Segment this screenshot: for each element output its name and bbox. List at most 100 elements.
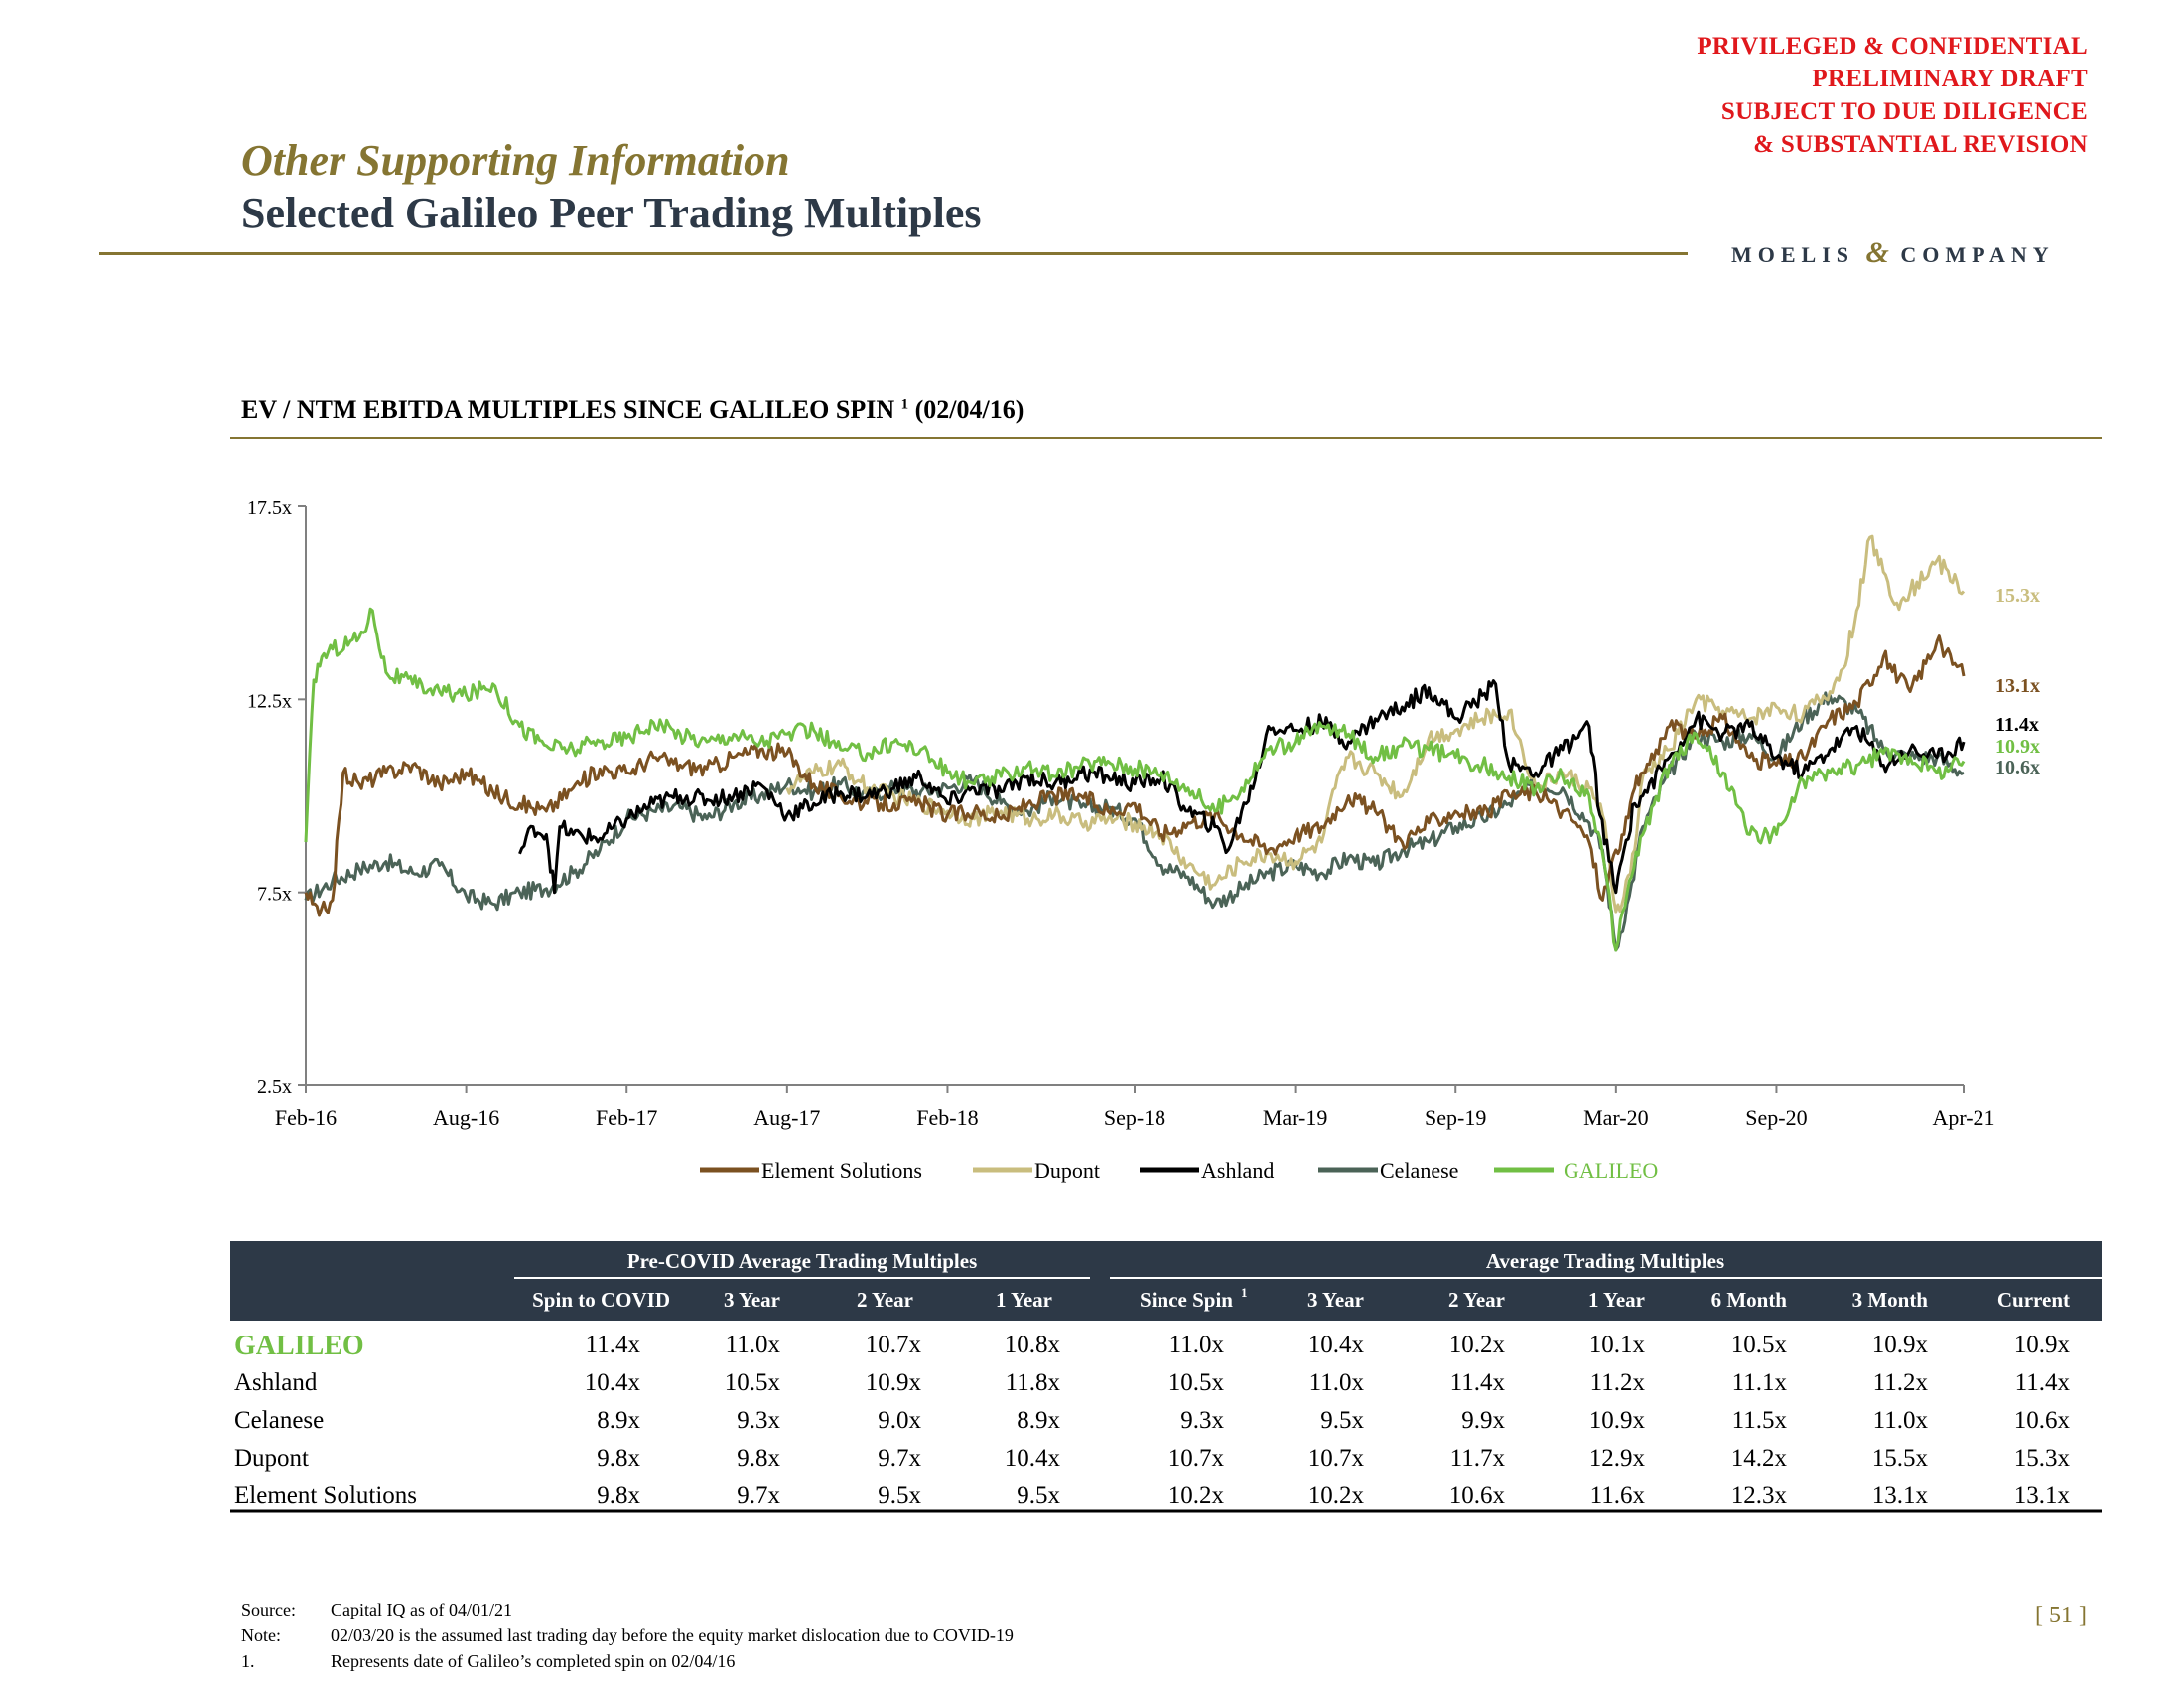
chart-title-suffix: (02/04/16) — [914, 395, 1024, 424]
row-label: Element Solutions — [234, 1482, 417, 1509]
note-text: 02/03/20 is the assumed last trading day… — [331, 1625, 1014, 1645]
legend-label: Dupont — [1034, 1158, 1100, 1183]
table-cell: 11.4x — [2015, 1369, 2071, 1396]
table-cell: 10.1x — [1589, 1332, 1646, 1358]
table-cell: 9.0x — [878, 1407, 921, 1434]
column-header: 2 Year — [1448, 1288, 1505, 1312]
table-cell: 10.2x — [1308, 1482, 1365, 1509]
column-header: Current — [1997, 1288, 2070, 1312]
confidentiality-notice: PRIVILEGED & CONFIDENTIAL PRELIMINARY DR… — [1697, 30, 2088, 161]
table-header-band — [230, 1241, 2102, 1321]
legend-label: Element Solutions — [761, 1158, 922, 1183]
table-cell: 10.9x — [866, 1369, 922, 1396]
confidential-line: PRELIMINARY DRAFT — [1812, 66, 2088, 92]
x-tick-label: Apr-21 — [1932, 1105, 1994, 1130]
column-header: 1 Year — [996, 1288, 1052, 1312]
table-cell: 13.1x — [1872, 1482, 1929, 1509]
source-text: Capital IQ as of 04/01/21 — [331, 1600, 512, 1619]
table-cell: 11.7x — [1450, 1445, 1506, 1472]
table-cell: 10.6x — [2014, 1407, 2071, 1434]
table-cell: 9.8x — [597, 1482, 640, 1509]
table-cell: 12.3x — [1731, 1482, 1788, 1509]
table-cell: 10.2x — [1168, 1482, 1225, 1509]
row-label: GALILEO — [234, 1331, 364, 1361]
table-cell: 10.7x — [866, 1332, 922, 1358]
table-cell: 14.2x — [1731, 1445, 1788, 1472]
logo-text-right: COMPANY — [1900, 242, 2055, 267]
column-header: Since Spin — [1140, 1288, 1233, 1312]
x-tick-label: Mar-20 — [1583, 1105, 1649, 1130]
y-tick-label: 17.5x — [247, 497, 292, 519]
table-cell: 9.5x — [1017, 1482, 1060, 1509]
end-value-label: 15.3x — [1995, 585, 2040, 607]
table-cell: 12.9x — [1589, 1445, 1646, 1472]
column-header: Spin to COVID — [532, 1288, 670, 1312]
table-cell: 11.2x — [1590, 1369, 1646, 1396]
chart-title-text: EV / NTM EBITDA MULTIPLES SINCE GALILEO … — [241, 395, 895, 424]
table-cell: 10.6x — [1449, 1482, 1506, 1509]
column-header: 6 Month — [1711, 1288, 1788, 1312]
table-cell: 10.4x — [585, 1369, 641, 1396]
x-tick-label: Mar-19 — [1263, 1105, 1328, 1130]
multiples-line-chart: 2.5x 7.5x 12.5x 17.5x Feb-16 Aug-16 Feb-17 Aug-… — [247, 497, 2040, 1183]
table-cell: 11.0x — [1309, 1369, 1365, 1396]
confidential-line: PRIVILEGED & CONFIDENTIAL — [1697, 33, 2088, 60]
x-tick-label: Sep-18 — [1104, 1105, 1165, 1130]
table-cell: 11.4x — [586, 1332, 641, 1358]
table-cell: 10.5x — [1731, 1332, 1788, 1358]
table-cell: 9.8x — [597, 1445, 640, 1472]
table-cell: 10.5x — [1168, 1369, 1225, 1396]
table-cell: 10.9x — [1872, 1332, 1929, 1358]
chart-title-rule — [230, 437, 2102, 439]
end-value-label: 10.6x — [1995, 757, 2040, 778]
table-cell: 9.3x — [737, 1407, 780, 1434]
x-tick-label: Sep-19 — [1425, 1105, 1486, 1130]
y-tick-label: 2.5x — [257, 1076, 292, 1098]
legend-label: GALILEO — [1564, 1158, 1658, 1183]
table-cell: 10.4x — [1308, 1332, 1365, 1358]
series-line-ashland — [518, 679, 1966, 895]
table-cell: 11.1x — [1732, 1369, 1788, 1396]
footnotes: Source: Capital IQ as of 04/01/21 Note: 02… — [241, 1597, 1014, 1674]
table-cell: 10.7x — [1308, 1445, 1365, 1472]
legend-label: Celanese — [1380, 1158, 1458, 1183]
row-label: Celanese — [234, 1407, 324, 1434]
since-spin-footnote: 1 — [1241, 1285, 1248, 1300]
source-label: Source: — [241, 1600, 296, 1619]
confidential-line: & SUBSTANTIAL REVISION — [1753, 131, 2088, 158]
table-cell: 11.2x — [1873, 1369, 1929, 1396]
table-cell: 11.0x — [1873, 1407, 1929, 1434]
confidential-line: SUBJECT TO DUE DILIGENCE — [1720, 98, 2088, 125]
group-header-average: Average Trading Multiples — [1486, 1249, 1724, 1273]
table-cell: 10.8x — [1005, 1332, 1061, 1358]
table-cell: 9.7x — [737, 1482, 780, 1509]
x-tick-label: Aug-16 — [433, 1105, 499, 1130]
series-line-galileo — [304, 607, 1966, 952]
table-cell: 11.4x — [1450, 1369, 1506, 1396]
table-cell: 10.5x — [725, 1369, 781, 1396]
x-tick-label: Feb-18 — [916, 1105, 978, 1130]
table-cell: 11.0x — [1169, 1332, 1225, 1358]
x-tick-label: Feb-16 — [275, 1105, 337, 1130]
column-header: 3 Year — [724, 1288, 780, 1312]
logo-text-left: MOELIS — [1731, 242, 1855, 267]
table-cell: 10.4x — [1005, 1445, 1061, 1472]
table-cell: 11.5x — [1732, 1407, 1788, 1434]
table-cell: 10.7x — [1168, 1445, 1225, 1472]
table-cell: 10.9x — [1589, 1407, 1646, 1434]
end-value-label: 10.9x — [1995, 736, 2040, 758]
y-tick-label: 12.5x — [247, 690, 292, 712]
table-cell: 10.2x — [1449, 1332, 1506, 1358]
chart-title-footnote: 1 — [900, 396, 909, 413]
table-cell: 9.5x — [878, 1482, 921, 1509]
table-cell: 11.8x — [1006, 1369, 1061, 1396]
y-tick-label: 7.5x — [257, 884, 292, 906]
table-cell: 9.5x — [1320, 1407, 1364, 1434]
chart-title: EV / NTM EBITDA MULTIPLES SINCE GALILEO … — [241, 395, 1024, 425]
footnote-text: Represents date of Galileo’s completed s… — [331, 1651, 736, 1671]
table-cell: 11.0x — [726, 1332, 781, 1358]
table-cell: 9.3x — [1180, 1407, 1224, 1434]
end-value-label: 11.4x — [1995, 714, 2039, 736]
table-cell: 15.3x — [2014, 1445, 2071, 1472]
column-header: 3 Month — [1852, 1288, 1929, 1312]
